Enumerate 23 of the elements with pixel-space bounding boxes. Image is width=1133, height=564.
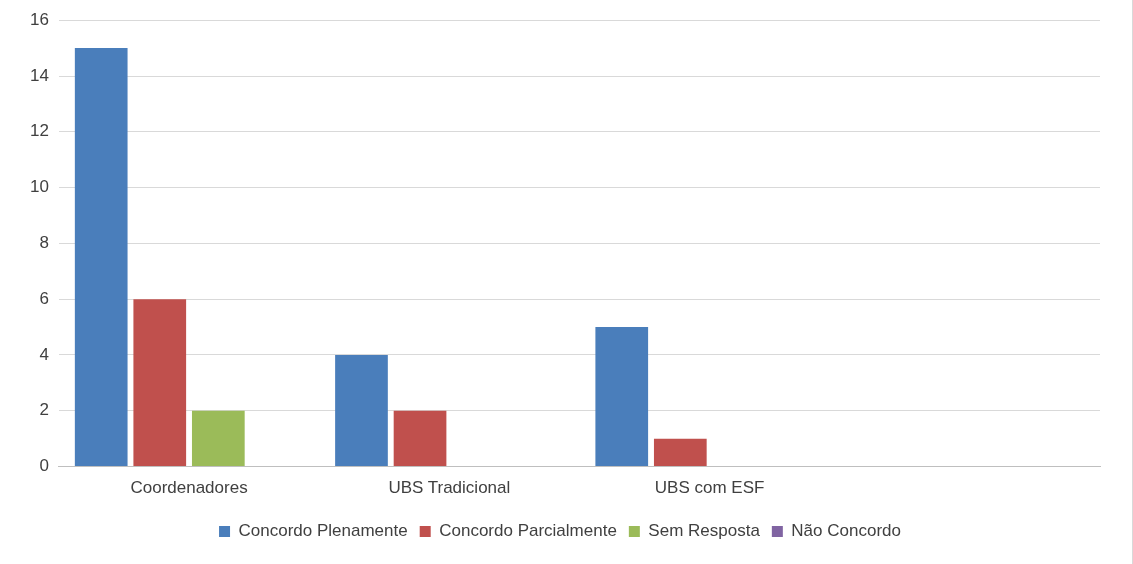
legend-label: Não Concordo [791, 521, 901, 541]
y-tick-label: 10 [29, 177, 49, 197]
bar [191, 410, 245, 467]
y-tick-label: 8 [39, 233, 49, 253]
bar [653, 438, 707, 467]
y-tick-label: 4 [39, 344, 49, 364]
legend-label: Concordo Plenamente [238, 521, 408, 541]
x-tick-label: UBS com ESF [654, 478, 765, 498]
y-tick-label: 6 [39, 288, 49, 308]
x-tick-label: UBS Tradicional [388, 478, 511, 498]
y-tick-label: 16 [29, 9, 49, 29]
x-tick-label: Coordenadores [130, 478, 248, 498]
legend-label: Sem Resposta [648, 521, 761, 541]
bar [393, 410, 447, 467]
bar [335, 355, 388, 467]
y-tick-label: 12 [29, 121, 49, 141]
legend-label: Concordo Parcialmente [439, 521, 617, 541]
bar [595, 327, 649, 467]
bar [133, 299, 187, 467]
y-tick-label: 0 [39, 456, 49, 476]
y-tick-label: 2 [39, 400, 49, 420]
y-tick-label: 14 [29, 65, 49, 85]
bar [74, 48, 128, 467]
